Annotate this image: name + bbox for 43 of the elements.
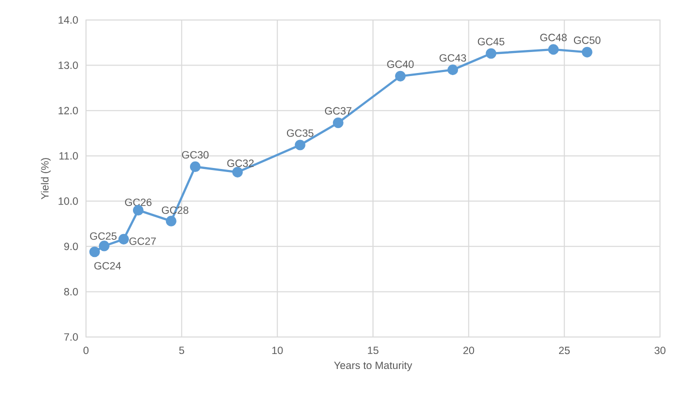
x-tick-label: 10 bbox=[272, 346, 283, 354]
annotation: GC37 bbox=[325, 107, 352, 115]
y-tick-label: 14.0 bbox=[58, 16, 78, 24]
point bbox=[89, 246, 100, 258]
annotation: GC27 bbox=[129, 237, 156, 245]
x-tick-label: 25 bbox=[559, 346, 570, 354]
annotation: GC40 bbox=[387, 60, 414, 68]
point bbox=[486, 48, 496, 59]
annotation: GC35 bbox=[286, 129, 314, 137]
point bbox=[294, 140, 306, 150]
point bbox=[190, 161, 201, 172]
point bbox=[98, 240, 110, 252]
point bbox=[395, 70, 406, 82]
y-tick-label: 9.0 bbox=[64, 242, 78, 250]
x-tick-label: 0 bbox=[83, 346, 89, 354]
point bbox=[166, 216, 176, 226]
x-tick-label: 20 bbox=[463, 346, 474, 354]
point bbox=[448, 64, 458, 76]
y-tick-label: 8.0 bbox=[64, 288, 78, 296]
y-tick-label: 12.0 bbox=[58, 106, 78, 114]
annotation: GC50 bbox=[574, 36, 600, 44]
x-axis-title: Years to Maturity bbox=[334, 361, 412, 372]
x-tick-label: 5 bbox=[179, 346, 184, 354]
point bbox=[232, 166, 243, 178]
y-axis-title: Yield (%) bbox=[40, 158, 51, 200]
annotation: GC24 bbox=[94, 262, 121, 270]
y-tick-label: 11.0 bbox=[59, 152, 78, 160]
point bbox=[332, 118, 344, 128]
y-tick-label: 7.0 bbox=[64, 333, 78, 341]
y-tick-label: 10.0 bbox=[58, 197, 78, 205]
point bbox=[582, 46, 592, 58]
annotation: GC43 bbox=[440, 54, 466, 62]
y-tick-label: 13.0 bbox=[58, 62, 78, 70]
annotation: GC32 bbox=[227, 160, 254, 167]
annotation: GC30 bbox=[182, 151, 209, 159]
x-tick-label: 30 bbox=[654, 346, 666, 354]
annotation: GC26 bbox=[125, 198, 152, 206]
point bbox=[118, 234, 129, 244]
annotation: GC45 bbox=[478, 38, 504, 46]
point bbox=[548, 44, 559, 55]
x-tick-label: 15 bbox=[368, 346, 378, 354]
annotation: GC48 bbox=[540, 34, 567, 42]
annotation: GC25 bbox=[90, 232, 117, 240]
